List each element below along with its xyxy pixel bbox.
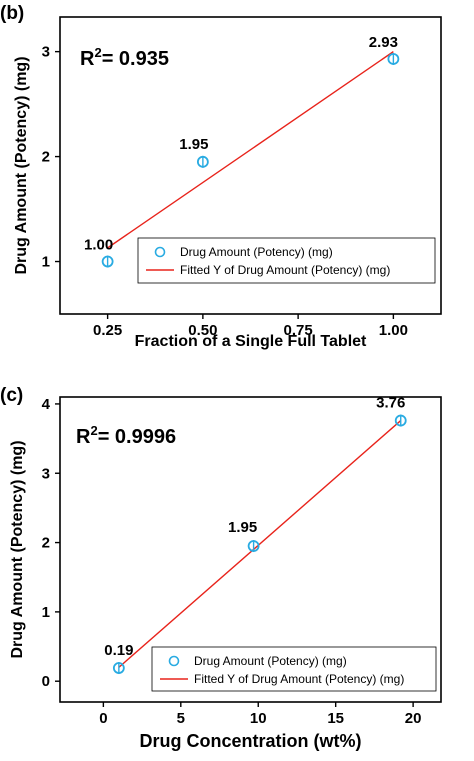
x-tick-label: 5 bbox=[177, 710, 185, 727]
y-tick-label: 1 bbox=[42, 254, 50, 271]
data-point bbox=[101, 255, 114, 268]
r-squared-superscript: 2 bbox=[90, 423, 97, 438]
y-tick-label: 3 bbox=[42, 44, 50, 61]
r-squared-value: = 0.935 bbox=[102, 48, 169, 70]
r-squared-annotation: R2= 0.9996 bbox=[76, 423, 176, 448]
legend-box bbox=[151, 646, 437, 692]
data-label: 1.95 bbox=[228, 519, 257, 536]
data-label: 0.19 bbox=[104, 642, 133, 659]
data-label: 2.93 bbox=[369, 34, 398, 51]
x-tick-label: 0.25 bbox=[93, 322, 122, 339]
chart-panel-b: (b) 0.25 0.50 0.75 1.00 1 2 3 Fraction of a Sing… bbox=[0, 3, 442, 350]
data-point bbox=[394, 414, 407, 427]
legend-box bbox=[137, 237, 436, 284]
r-squared-annotation: R2= 0.935 bbox=[80, 45, 169, 70]
data-point bbox=[112, 662, 125, 674]
plot-frame bbox=[59, 396, 442, 703]
r-squared-prefix: R bbox=[80, 48, 95, 70]
plot-frame bbox=[59, 16, 442, 315]
y-tick-label: 3 bbox=[42, 465, 50, 482]
y-tick-label: 2 bbox=[42, 535, 50, 552]
data-point bbox=[247, 540, 260, 552]
fitted-line bbox=[107, 51, 394, 249]
panel-label: (b) bbox=[0, 3, 24, 24]
data-label: 1.00 bbox=[84, 237, 113, 254]
data-point bbox=[196, 155, 209, 168]
x-tick-label: 0.75 bbox=[284, 322, 313, 339]
legend-marker-points bbox=[168, 655, 180, 667]
y-tick-label: 1 bbox=[42, 604, 50, 621]
r-squared-prefix: R bbox=[76, 426, 91, 448]
panel-label: (c) bbox=[0, 385, 23, 406]
x-tick-label: 1.00 bbox=[379, 322, 408, 339]
fitted-line bbox=[118, 420, 402, 668]
data-point bbox=[387, 53, 400, 65]
y-axis-title: Drug Amount (Potency) (mg) bbox=[13, 56, 30, 274]
x-axis-title: Fraction of a Single Full Tablet bbox=[135, 333, 367, 350]
data-label: 3.76 bbox=[376, 395, 405, 412]
r-squared-value: = 0.9996 bbox=[98, 426, 176, 448]
x-tick-label: 0 bbox=[99, 710, 107, 727]
legend-label-points: Drug Amount (Potency) (mg) bbox=[180, 245, 333, 259]
x-axis-title: Drug Concentration (wt%) bbox=[140, 731, 362, 751]
chart-panel-c: (c) 0 5 10 15 20 0 1 2 3 4 Drug Concentration (wt%)… bbox=[0, 385, 442, 751]
y-axis-title: Drug Amount (Potency) (mg) bbox=[9, 440, 26, 658]
y-tick-label: 4 bbox=[42, 396, 51, 413]
legend-label-fit: Fitted Y of Drug Amount (Potency) (mg) bbox=[180, 263, 390, 277]
legend-label-points: Drug Amount (Potency) (mg) bbox=[194, 654, 347, 668]
legend-marker-points bbox=[154, 246, 166, 258]
x-tick-label: 10 bbox=[250, 710, 267, 727]
legend-label-fit: Fitted Y of Drug Amount (Potency) (mg) bbox=[194, 672, 404, 686]
r-squared-superscript: 2 bbox=[94, 45, 101, 60]
y-tick-label: 0 bbox=[42, 673, 50, 690]
data-label: 1.95 bbox=[179, 136, 208, 153]
y-tick-label: 2 bbox=[42, 149, 50, 166]
x-tick-label: 15 bbox=[327, 710, 344, 727]
x-tick-label: 20 bbox=[405, 710, 422, 727]
x-tick-label: 0.50 bbox=[188, 322, 217, 339]
